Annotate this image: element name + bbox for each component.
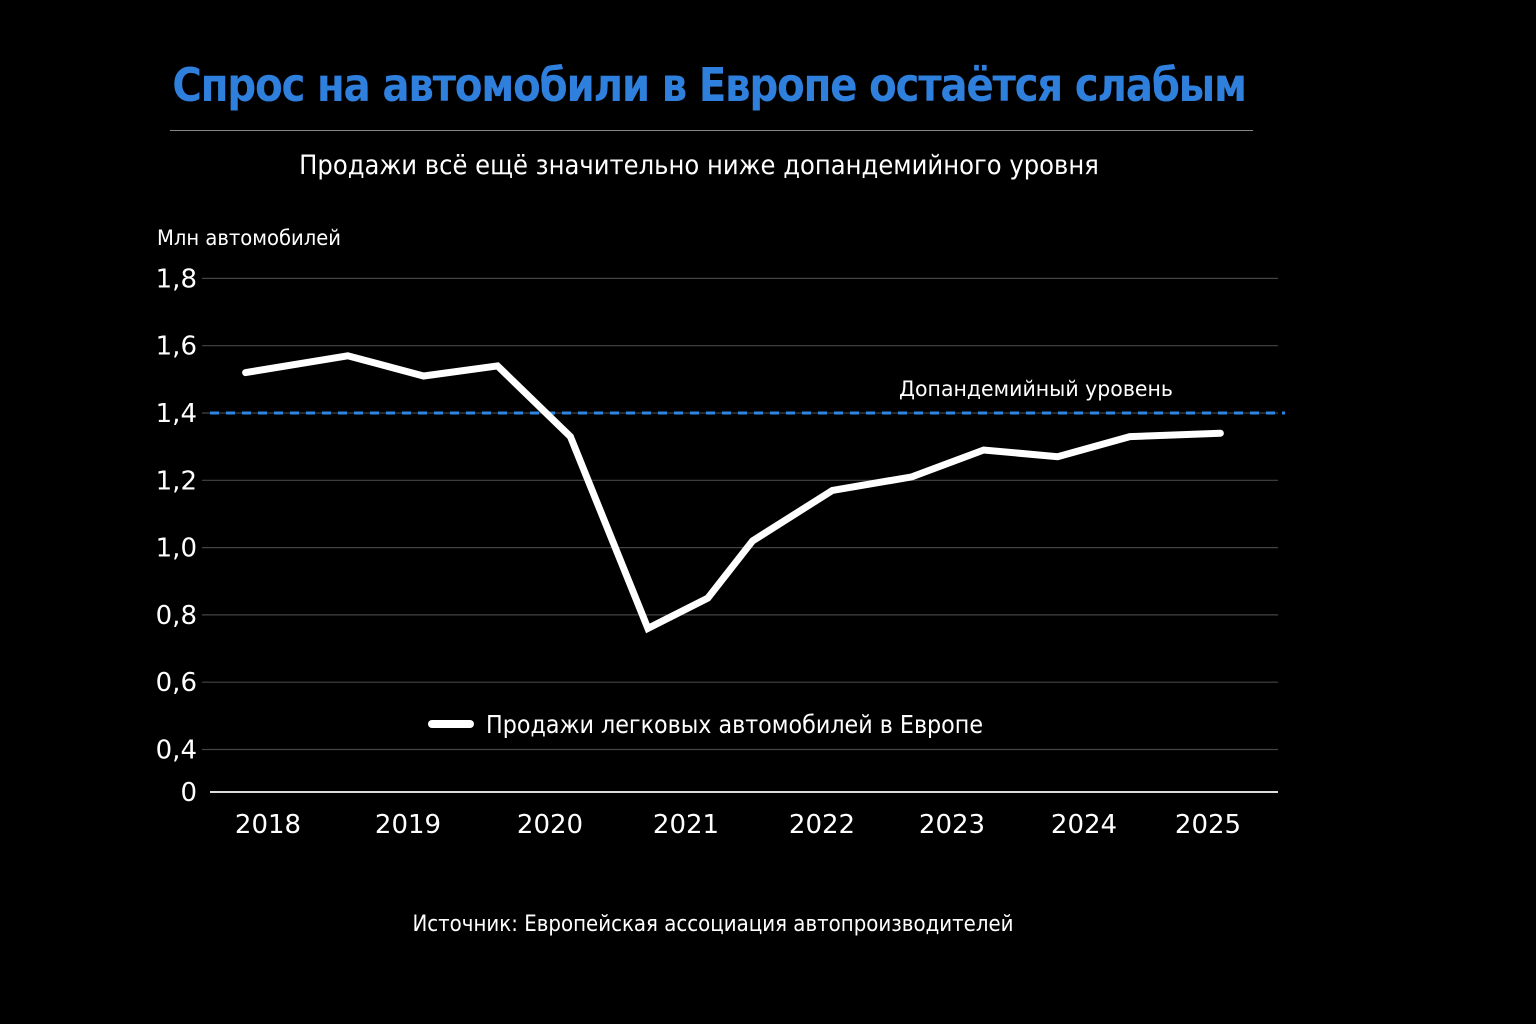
y-tick-label: 1,4	[156, 399, 197, 429]
y-tick-label: 0,8	[156, 601, 197, 631]
x-tick-label: 2023	[919, 810, 985, 840]
series-line	[242, 352, 1224, 634]
x-tick-label: 2024	[1051, 810, 1117, 840]
reference-line-label: Допандемийный уровень	[899, 377, 1173, 401]
chart-subtitle: Продажи всё ещё значительно ниже допанде…	[299, 150, 1099, 181]
y-tick-label: 1,8	[156, 264, 197, 294]
y-tick-label: 0,6	[156, 668, 197, 698]
y-tick-label: 0	[180, 778, 197, 808]
y-axis-label: Млн автомобилей	[157, 226, 341, 250]
x-tick-label: 2018	[235, 810, 301, 840]
legend-label: Продажи легковых автомобилей в Европе	[486, 710, 983, 739]
y-tick-label: 1,0	[156, 534, 197, 564]
title-divider	[170, 130, 1253, 131]
y-tick-label: 1,2	[156, 466, 197, 496]
x-tick-label: 2022	[789, 810, 855, 840]
source-note: Источник: Европейская ассоциация автопро…	[412, 912, 1014, 937]
x-tick-label: 2021	[653, 810, 719, 840]
x-tick-label: 2019	[375, 810, 441, 840]
chart-title: Спрос на автомобили в Европе остаётся сл…	[172, 58, 1247, 112]
y-tick-label: 0,4	[156, 736, 197, 766]
y-tick-label: 1,6	[156, 332, 197, 362]
x-tick-label: 2020	[517, 810, 583, 840]
x-tick-label: 2025	[1175, 810, 1241, 840]
